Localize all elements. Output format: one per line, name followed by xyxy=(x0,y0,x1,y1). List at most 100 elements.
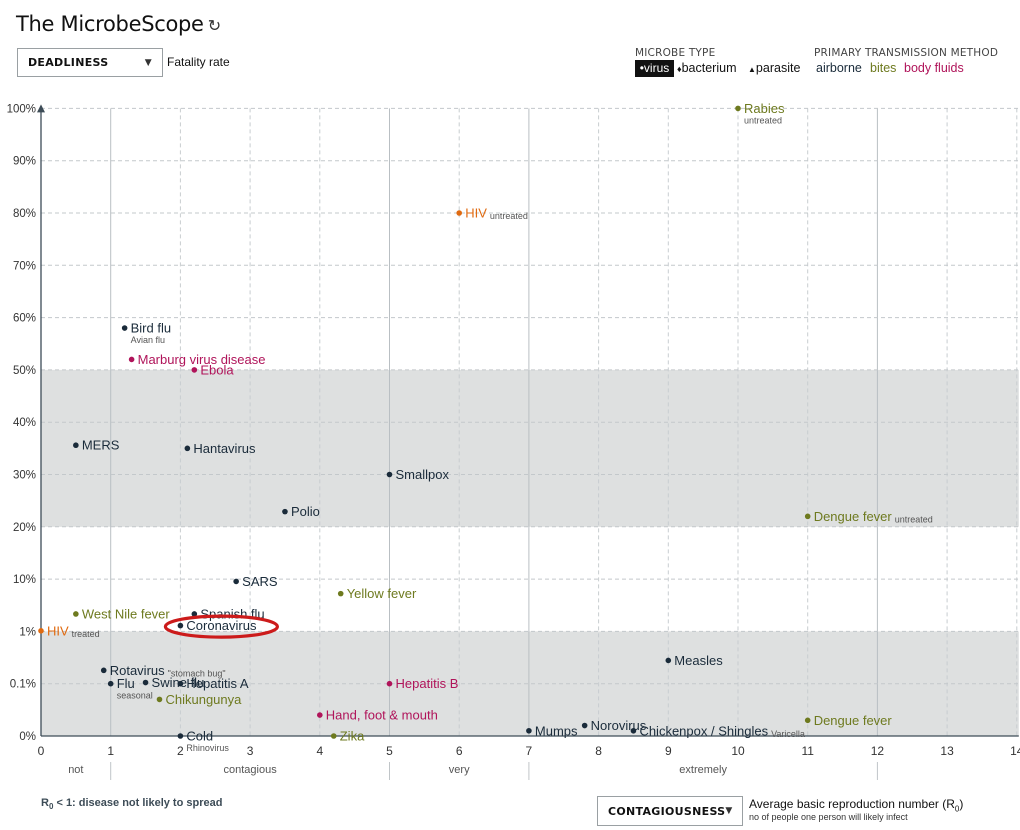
data-point xyxy=(100,667,107,674)
x-tick-label: 6 xyxy=(456,744,463,758)
shaded-band xyxy=(41,369,1019,527)
r0-footnote-text: < 1: disease not likely to spread xyxy=(53,797,223,809)
refresh-icon[interactable]: ↻ xyxy=(207,16,221,35)
y-tick-label: 30% xyxy=(13,470,36,482)
data-label: Hepatitis B xyxy=(396,676,459,691)
y-tick-label: 1% xyxy=(19,626,36,638)
x-metric-label-text: Average basic reproduction number (R xyxy=(749,797,955,811)
metric-dropdown-value: DEADLINESS xyxy=(28,56,109,69)
data-point xyxy=(330,733,337,739)
data-note: untreated xyxy=(490,211,528,221)
data-label: Hand, foot & mouth xyxy=(326,708,438,723)
data-label: Rabies xyxy=(744,101,785,116)
legend-body-fluids[interactable]: body fluids xyxy=(904,61,964,75)
y-tick-label: 60% xyxy=(13,313,36,325)
y-tick-label: 20% xyxy=(13,522,36,534)
data-point xyxy=(191,367,198,373)
data-note: Varicella xyxy=(771,729,805,739)
data-point xyxy=(456,210,463,216)
data-point xyxy=(526,727,532,734)
data-point xyxy=(177,680,184,687)
legend-airborne[interactable]: airborne xyxy=(816,61,862,75)
data-point xyxy=(177,733,184,739)
microbe-type-heading: MICROBE TYPE xyxy=(635,47,716,59)
data-point xyxy=(804,513,811,520)
x-tick-label: 10 xyxy=(731,744,745,758)
data-note: seasonal xyxy=(117,691,153,701)
chevron-down-icon: ▼ xyxy=(144,57,152,68)
legend-bacterium[interactable]: ♦bacterium xyxy=(677,61,736,75)
x-metric-label-tail: ) xyxy=(959,797,964,811)
y-axis-arrow xyxy=(37,104,45,113)
data-label: MERS xyxy=(82,438,120,453)
data-point xyxy=(73,442,79,449)
y-tick-label: 0% xyxy=(19,731,36,743)
y-tick-label: 10% xyxy=(13,574,36,586)
legend-virus-label: virus xyxy=(643,61,670,75)
metric-dropdown[interactable]: DEADLINESS ▼ xyxy=(17,48,163,77)
data-label: Flu xyxy=(117,676,135,691)
legend-bacterium-label: bacterium xyxy=(681,61,737,75)
data-note: treated xyxy=(72,629,100,639)
data-point xyxy=(191,611,198,617)
r0-footnote-sub: 0 xyxy=(48,802,54,812)
data-point xyxy=(128,356,135,363)
legend-parasite-label: parasite xyxy=(755,61,801,75)
x-metric-dropdown-value: CONTAGIOUSNESS xyxy=(608,804,726,818)
x-tick-label: 2 xyxy=(177,744,184,758)
data-point xyxy=(630,727,637,734)
data-label: Cold xyxy=(186,729,213,744)
data-label: HIV xyxy=(465,206,487,221)
x-tick-label: 1 xyxy=(107,744,114,758)
x-category-label: very xyxy=(449,764,470,776)
data-label: Smallpox xyxy=(396,467,450,482)
data-point xyxy=(804,717,811,724)
r0-footnote-prefix: R xyxy=(41,797,49,809)
page-title: The MicrobeScope ↻ xyxy=(16,12,221,36)
data-label: HIV xyxy=(47,623,69,638)
x-tick-label: 0 xyxy=(38,744,45,758)
x-tick-label: 13 xyxy=(940,744,954,758)
data-label: Coronavirus xyxy=(186,618,257,633)
data-point xyxy=(121,325,128,331)
data-point xyxy=(386,471,393,478)
data-label: Measles xyxy=(674,653,723,668)
data-label: Hantavirus xyxy=(193,441,256,456)
r0-footnote: R0 < 1: disease not likely to spread xyxy=(41,797,222,811)
x-metric-label: Average basic reproduction number (R0) xyxy=(749,797,963,813)
data-label: Dengue fever xyxy=(814,713,893,728)
x-tick-label: 9 xyxy=(665,744,672,758)
x-tick-label: 11 xyxy=(801,744,814,758)
legend-bacterium-symbol: ♦ xyxy=(677,64,682,74)
data-note: untreated xyxy=(895,514,933,524)
data-note: Avian flu xyxy=(131,335,165,345)
legend-virus-symbol: • xyxy=(639,61,644,75)
data-label: Rotavirus xyxy=(110,663,165,678)
y-tick-label: 80% xyxy=(13,208,36,220)
y-tick-label: 50% xyxy=(13,365,36,377)
data-point xyxy=(142,679,149,686)
data-label: Marburg virus disease xyxy=(138,352,266,367)
data-label: Zika xyxy=(340,729,365,744)
x-metric-dropdown[interactable]: CONTAGIOUSNESS ▼ xyxy=(597,796,743,826)
legend-virus[interactable]: •virus xyxy=(635,60,674,77)
data-point xyxy=(156,696,163,703)
y-tick-label: 40% xyxy=(13,417,36,429)
data-point xyxy=(282,508,288,515)
x-tick-label: 4 xyxy=(316,744,323,758)
data-point xyxy=(184,445,191,452)
data-label: West Nile fever xyxy=(82,606,171,621)
data-point xyxy=(581,722,588,729)
data-point xyxy=(107,680,114,687)
x-category-label: not xyxy=(68,764,83,776)
legend-bites[interactable]: bites xyxy=(870,61,897,75)
data-label: Bird flu xyxy=(131,321,171,336)
data-label: Chikungunya xyxy=(165,692,242,707)
highlight-ellipse xyxy=(163,614,279,639)
data-point xyxy=(386,680,393,687)
data-point xyxy=(317,712,323,718)
data-label: Polio xyxy=(291,504,320,519)
x-category-label: contagious xyxy=(223,764,277,776)
x-tick-label: 8 xyxy=(595,744,602,758)
legend-parasite[interactable]: ▲parasite xyxy=(748,61,800,75)
